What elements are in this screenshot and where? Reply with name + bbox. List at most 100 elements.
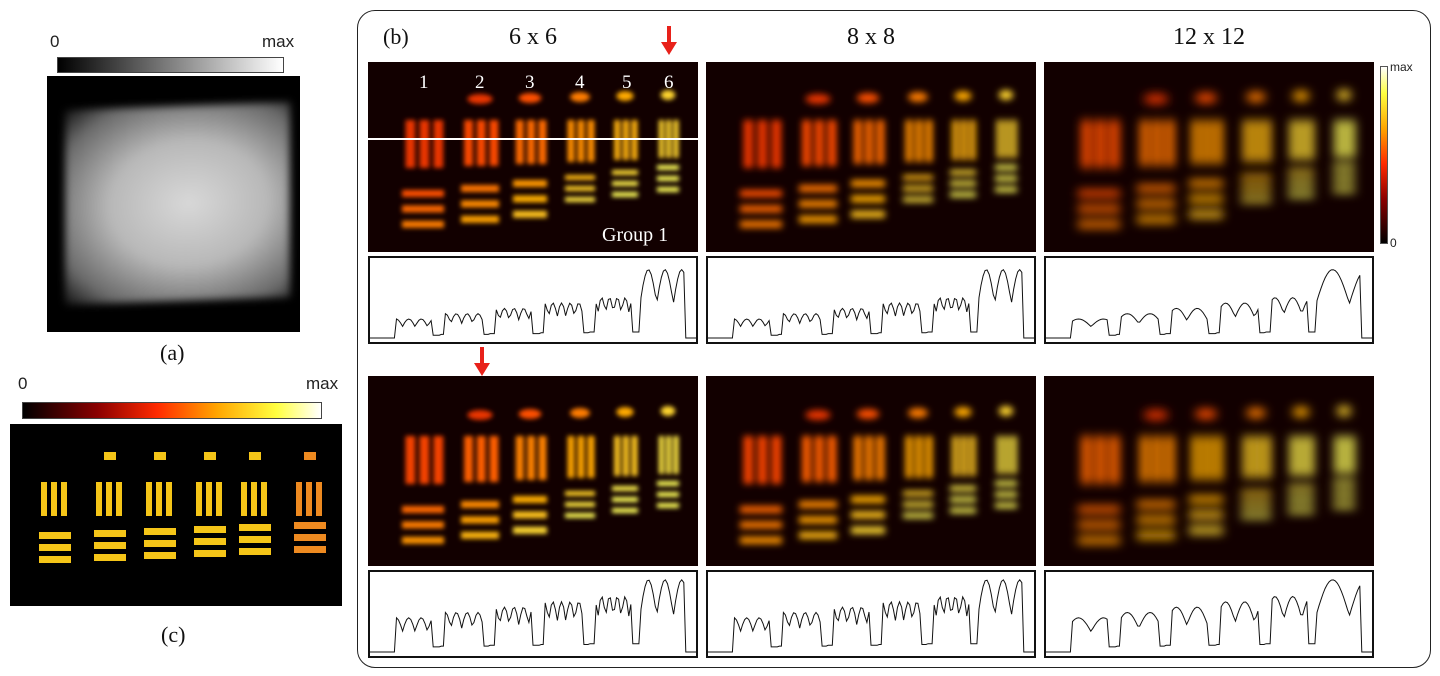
horizontal-bar (294, 534, 326, 541)
reconstruction-image (368, 376, 698, 566)
vertical-bar (538, 436, 547, 480)
vertical-bar (206, 482, 212, 516)
horizontal-bar (612, 181, 638, 186)
intensity-profile-plot (1044, 570, 1374, 658)
horizontal-bar (995, 187, 1017, 192)
vertical-bar (996, 120, 1002, 158)
vertical-bar (876, 436, 885, 480)
column-title-12x12: 12 x 12 (1173, 24, 1245, 50)
target-feature (518, 93, 542, 103)
vertical-bar (419, 120, 430, 168)
horizontal-bar (1241, 175, 1271, 180)
element-number-2: 2 (475, 72, 485, 93)
horizontal-bar (1288, 170, 1314, 175)
vertical-bar (567, 436, 575, 478)
vertical-bar (614, 120, 621, 160)
vertical-bar (666, 436, 672, 474)
target-feature (660, 90, 676, 100)
horizontal-bar (657, 481, 679, 486)
vertical-bar (1004, 436, 1010, 474)
vertical-bar (1191, 436, 1200, 480)
vertical-bar (538, 120, 547, 164)
horizontal-bar (740, 521, 782, 529)
horizontal-bar (851, 180, 885, 187)
horizontal-bar (1241, 502, 1271, 507)
vertical-bar (1290, 120, 1297, 160)
vertical-bar (527, 436, 536, 480)
vertical-bar (296, 482, 302, 516)
vertical-bar (577, 120, 585, 162)
b-hot-colorbar (1380, 66, 1388, 244)
profile-curve (370, 268, 696, 339)
vertical-bar (658, 436, 664, 474)
horizontal-bar (513, 511, 547, 519)
horizontal-bar (1241, 186, 1271, 191)
target-feature (998, 406, 1014, 416)
horizontal-bar (851, 210, 885, 218)
horizontal-bar (612, 170, 638, 175)
vertical-bar (1011, 120, 1017, 158)
c-colorbar-min: 0 (18, 374, 28, 393)
horizontal-bar (513, 210, 547, 218)
horizontal-bar (1288, 181, 1314, 186)
horizontal-bar (950, 170, 976, 175)
horizontal-bar (194, 550, 226, 557)
vertical-bar (853, 120, 862, 164)
vertical-bar (743, 120, 754, 168)
target-feature (954, 91, 972, 101)
vertical-bar (952, 436, 959, 476)
vertical-bar (865, 436, 874, 480)
vertical-bar (464, 120, 474, 166)
horizontal-bar (612, 486, 638, 491)
vertical-bar (1203, 120, 1212, 164)
horizontal-bar (402, 536, 444, 544)
vertical-bar (106, 482, 112, 516)
horizontal-bar (94, 530, 126, 537)
target-feature (1336, 90, 1352, 100)
vertical-bar (1263, 120, 1271, 162)
vertical-bar (969, 436, 976, 476)
horizontal-bar (565, 513, 595, 518)
vertical-bar (1152, 436, 1162, 482)
vertical-bar (1165, 436, 1175, 482)
vertical-bar (1214, 120, 1223, 164)
vertical-bar (905, 120, 913, 162)
vertical-bar (1214, 436, 1223, 480)
vertical-bar (1191, 120, 1200, 164)
horizontal-bar (903, 513, 933, 518)
horizontal-bar (903, 491, 933, 496)
horizontal-bar (1241, 491, 1271, 496)
vertical-bar (969, 120, 976, 160)
vertical-bar (1095, 436, 1106, 484)
horizontal-bar (513, 180, 547, 187)
horizontal-bar (995, 492, 1017, 497)
horizontal-bar (1189, 526, 1223, 534)
vertical-bar (116, 482, 122, 516)
vertical-bar (1253, 436, 1261, 478)
vertical-bar (952, 120, 959, 160)
vertical-bar (166, 482, 172, 516)
target-feature (616, 91, 634, 101)
vertical-bar (1349, 436, 1355, 474)
horizontal-bar (950, 508, 976, 513)
horizontal-bar (1333, 165, 1355, 170)
vertical-bar (587, 436, 595, 478)
vertical-bar (1011, 436, 1017, 474)
horizontal-bar (402, 506, 444, 513)
horizontal-bar (740, 506, 782, 513)
vertical-bar (1243, 120, 1251, 162)
horizontal-bar (1078, 220, 1120, 228)
horizontal-bar (565, 502, 595, 507)
vertical-bar (515, 436, 524, 480)
intensity-profile-plot (1044, 256, 1374, 344)
vertical-bar (1298, 436, 1305, 476)
horizontal-bar (144, 528, 176, 535)
horizontal-bar (461, 531, 499, 539)
panel-b-frame (357, 10, 1431, 668)
vertical-bar (1253, 120, 1261, 162)
horizontal-bar (565, 491, 595, 496)
horizontal-bar (995, 503, 1017, 508)
horizontal-bar (1241, 513, 1271, 518)
horizontal-bar (39, 544, 71, 551)
vertical-bar (915, 120, 923, 162)
